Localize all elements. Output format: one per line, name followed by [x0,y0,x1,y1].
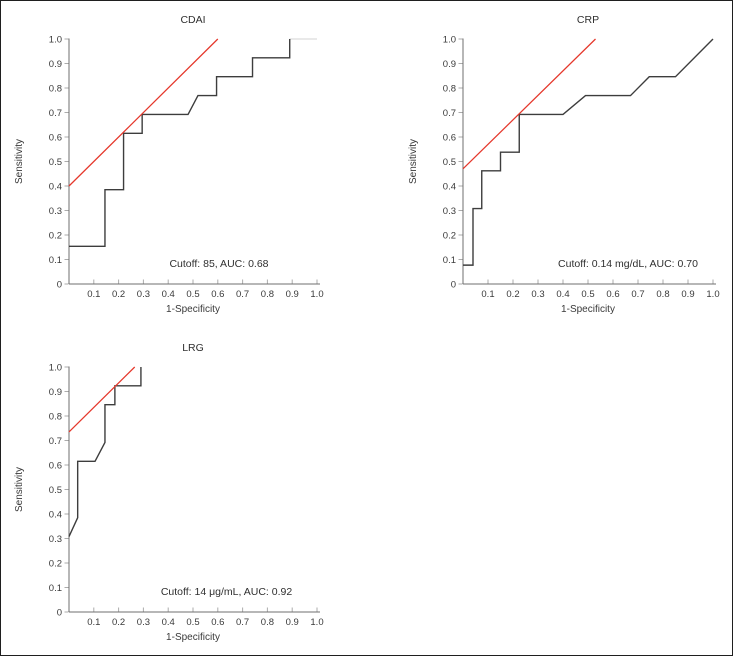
plot-title: LRG [182,342,204,354]
x-tick-label: 0.1 [87,617,100,628]
x-tick-label: 0.8 [656,289,669,300]
y-tick-label: 0.9 [443,59,456,70]
y-tick-group: 0 0.1 0.2 0.3 0.4 0.5 0.6 0.7 0.8 0.9 1.0 [443,35,463,291]
y-tick-label: 0.6 [49,133,62,144]
x-tick-label: 0.7 [236,289,249,300]
plot-title: CDAI [180,14,205,26]
y-tick-label: 0.2 [49,231,62,242]
x-tick-label: 0.2 [112,617,125,628]
x-tick-label: 0.9 [286,617,299,628]
y-tick-label: 0.3 [49,206,62,217]
y-tick-label: 0.1 [49,583,62,594]
y-tick-label: 0.6 [443,133,456,144]
y-tick-label: 0.7 [49,436,62,447]
y-tick-label: 0 [57,608,62,619]
y-tick-label: 0.8 [49,412,62,423]
roc-plot-lrg: LRG 0 0.1 0.2 0.3 0.4 0.5 0.6 0.7 0.8 0.9 1.0 0.1 0.2… [14,342,324,643]
roc-plot-crp: CRP 0 0.1 0.2 0.3 0.4 0.5 0.6 0.7 0.8 0.9 1.0 0.1 0.2… [408,14,720,315]
cutoff-auc-annotation: Cutoff: 14 μg/mL, AUC: 0.92 [161,586,293,598]
y-axis-label: Sensitivity [14,139,25,184]
x-tick-label: 0.5 [581,289,594,300]
x-tick-group: 0.1 0.2 0.3 0.4 0.5 0.6 0.7 0.8 0.9 1.0 [87,279,324,300]
x-tick-label: 0.4 [556,289,569,300]
x-tick-group: 0.1 0.2 0.3 0.4 0.5 0.6 0.7 0.8 0.9 1.0 [481,279,720,300]
y-tick-group: 0 0.1 0.2 0.3 0.4 0.5 0.6 0.7 0.8 0.9 1.0 [49,35,69,291]
y-tick-label: 1.0 [49,363,62,374]
y-tick-group: 0 0.1 0.2 0.3 0.4 0.5 0.6 0.7 0.8 0.9 1.0 [49,363,69,619]
x-tick-label: 0.5 [186,289,199,300]
x-tick-label: 0.9 [286,289,299,300]
x-tick-label: 0.7 [631,289,644,300]
y-tick-label: 0.1 [443,255,456,266]
x-tick-label: 0.2 [506,289,519,300]
cutoff-auc-annotation: Cutoff: 85, AUC: 0.68 [169,258,268,270]
x-tick-label: 0.7 [236,617,249,628]
cutoff-auc-annotation: Cutoff: 0.14 mg/dL, AUC: 0.70 [558,258,698,270]
x-tick-label: 0.4 [162,289,175,300]
y-tick-label: 0.4 [49,510,62,521]
y-tick-label: 0.4 [443,182,456,193]
y-tick-label: 0 [451,280,456,291]
y-tick-label: 0.7 [443,108,456,119]
x-tick-label: 1.0 [310,617,323,628]
x-axis-label: 1-Specificity [166,304,220,315]
y-tick-label: 0.4 [49,182,62,193]
x-tick-label: 0.8 [261,289,274,300]
cutoff-reference-line [68,38,219,187]
y-tick-label: 0.3 [49,534,62,545]
roc-panel-crp: CRP 0 0.1 0.2 0.3 0.4 0.5 0.6 0.7 0.8 0.9 1.0 0.1 0.2… [368,1,732,329]
y-tick-label: 0 [57,280,62,291]
roc-panel-cdai: CDAI 0 0.1 0.2 0.3 0.4 0.5 0.6 0.7 0.8 0.9 1.0 0.1 0.… [1,1,367,329]
roc-curve [69,39,291,247]
x-tick-label: 0.6 [211,289,224,300]
x-tick-label: 0.4 [162,617,175,628]
y-axis-label: Sensitivity [14,467,25,512]
y-tick-label: 0.5 [443,157,456,168]
x-tick-label: 0.6 [606,289,619,300]
x-tick-label: 0.9 [681,289,694,300]
y-tick-label: 0.8 [443,84,456,95]
y-tick-label: 0.3 [443,206,456,217]
y-tick-label: 0.2 [443,231,456,242]
y-tick-label: 0.5 [49,157,62,168]
y-tick-label: 0.7 [49,108,62,119]
y-tick-label: 1.0 [49,35,62,46]
cutoff-reference-line [68,366,136,433]
x-tick-label: 0.3 [531,289,544,300]
y-tick-label: 0.9 [49,59,62,70]
y-tick-label: 0.6 [49,461,62,472]
plot-title: CRP [577,14,599,26]
cutoff-reference-line [462,38,596,170]
x-tick-label: 0.1 [87,289,100,300]
y-tick-label: 0.8 [49,84,62,95]
x-tick-label: 1.0 [706,289,719,300]
x-tick-label: 0.3 [137,617,150,628]
y-tick-label: 0.5 [49,485,62,496]
x-tick-label: 0.6 [211,617,224,628]
x-axis-label: 1-Specificity [166,632,220,643]
roc-curve [463,38,714,266]
y-tick-label: 0.2 [49,559,62,570]
y-axis-label: Sensitivity [408,139,419,184]
y-tick-label: 1.0 [443,35,456,46]
x-tick-label: 0.2 [112,289,125,300]
y-tick-label: 0.9 [49,387,62,398]
y-tick-label: 0.1 [49,255,62,266]
roc-panel-lrg: LRG 0 0.1 0.2 0.3 0.4 0.5 0.6 0.7 0.8 0.9 1.0 0.1 0.2… [1,329,367,655]
roc-curve [68,367,142,537]
x-tick-label: 0.1 [481,289,494,300]
x-tick-label: 0.3 [137,289,150,300]
x-tick-label: 1.0 [310,289,323,300]
x-tick-group: 0.1 0.2 0.3 0.4 0.5 0.6 0.7 0.8 0.9 1.0 [87,607,324,628]
x-axis-label: 1-Specificity [561,304,615,315]
x-tick-label: 0.8 [261,617,274,628]
x-tick-label: 0.5 [186,617,199,628]
